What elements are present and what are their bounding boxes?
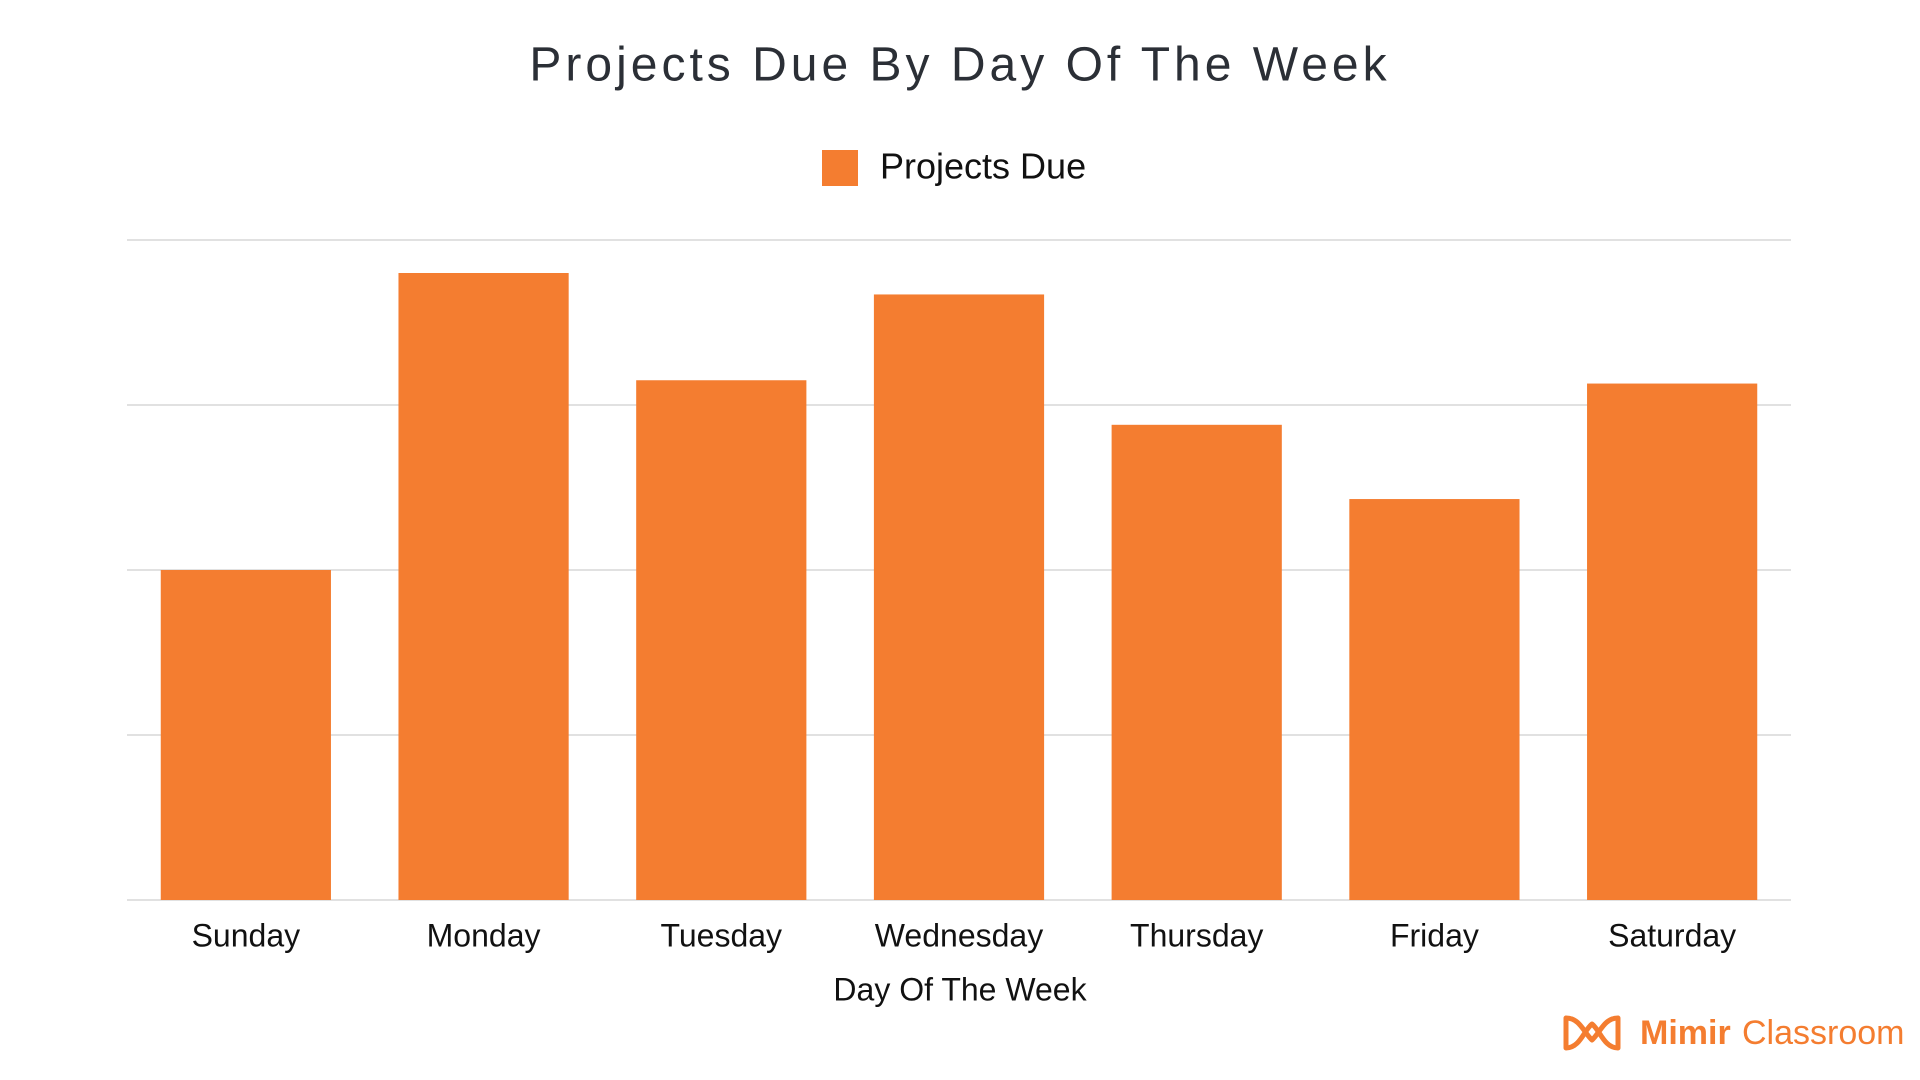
logo-product: Classroom (1742, 1014, 1904, 1052)
x-axis-label: Day Of The Week (833, 971, 1087, 1007)
logo-icon (1563, 1015, 1621, 1051)
x-tick-label: Monday (427, 917, 541, 953)
x-tick-label: Friday (1390, 917, 1479, 953)
x-tick-label: Saturday (1608, 917, 1736, 953)
x-tick-label: Thursday (1130, 917, 1263, 953)
bar (873, 294, 1045, 900)
bar (1587, 383, 1758, 900)
legend-label: Projects Due (880, 146, 1086, 187)
logo: Mimir Classroom (1563, 1014, 1904, 1052)
bar (160, 570, 331, 900)
legend-swatch (822, 150, 858, 186)
bar (636, 380, 807, 900)
x-tick-label: Tuesday (661, 917, 783, 953)
x-tick-label: Sunday (192, 917, 301, 953)
bar (1111, 424, 1282, 900)
bar (398, 273, 569, 900)
logo-brand: Mimir (1640, 1014, 1731, 1052)
x-tick-label: Wednesday (875, 917, 1043, 953)
chart-title: Projects Due By Day Of The Week (529, 39, 1390, 92)
bar (1349, 499, 1520, 900)
